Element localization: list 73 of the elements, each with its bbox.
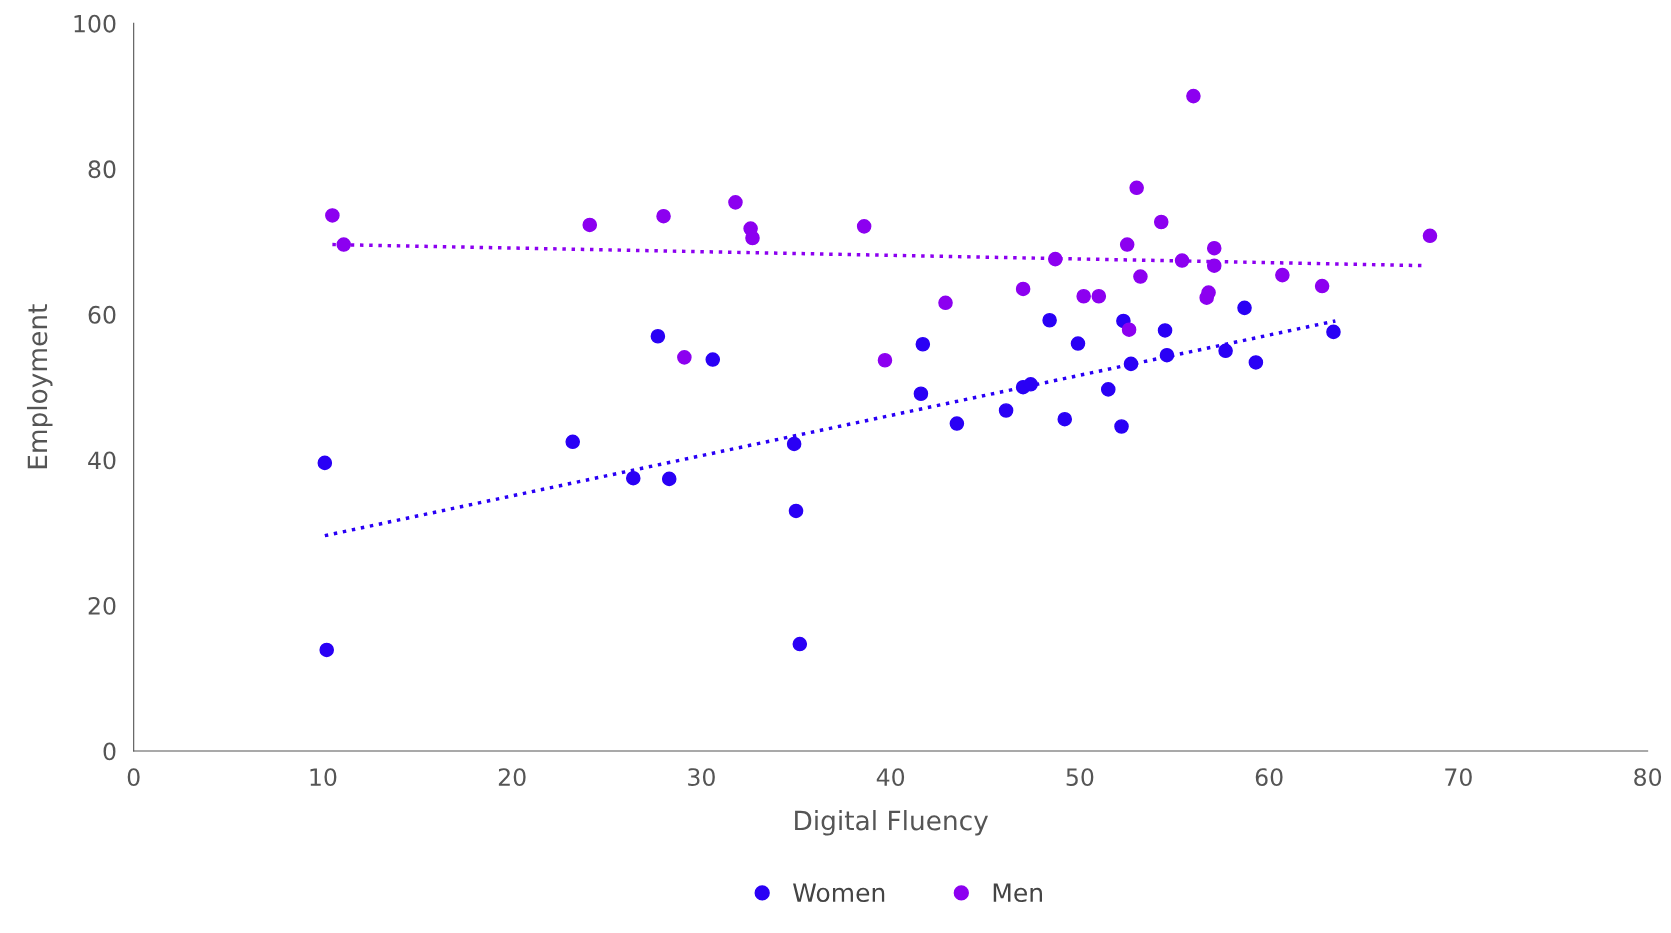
- point: [949, 416, 965, 431]
- point: [786, 436, 802, 452]
- point: [1159, 347, 1175, 363]
- point: [856, 219, 872, 234]
- point: [625, 470, 641, 486]
- point: [1153, 214, 1169, 230]
- point: [1201, 285, 1216, 300]
- point: [1121, 322, 1137, 337]
- point: [1422, 228, 1438, 244]
- point: [1023, 377, 1038, 392]
- x-tick-label: 60: [1255, 768, 1283, 787]
- point: [1133, 269, 1148, 284]
- point: [1174, 253, 1190, 268]
- point: [705, 352, 721, 367]
- x-tick-label: 40: [876, 768, 905, 787]
- point: [877, 352, 893, 368]
- y-tick-label: 20: [88, 596, 116, 615]
- y-tick-label: 100: [74, 14, 116, 33]
- point: [1237, 300, 1252, 316]
- y-tick-label: 0: [103, 742, 116, 761]
- point: [1076, 288, 1091, 304]
- x-tick-label: 80: [1634, 768, 1662, 787]
- x-tick-label: 10: [310, 768, 337, 787]
- y-axis-title: Employment: [26, 304, 53, 469]
- point: [656, 208, 671, 224]
- point: [1070, 336, 1086, 351]
- x-tick-label: 20: [498, 768, 526, 787]
- point: [1047, 251, 1063, 267]
- point: [745, 230, 760, 246]
- point: [728, 195, 743, 210]
- point: [1114, 419, 1129, 434]
- point: [792, 636, 808, 652]
- point: [582, 217, 598, 233]
- point: [325, 208, 340, 223]
- point: [1157, 323, 1173, 338]
- x-tick-label: 50: [1066, 768, 1094, 787]
- point: [1119, 237, 1135, 252]
- point: [317, 455, 333, 471]
- point: [1100, 382, 1116, 397]
- point: [1326, 324, 1341, 340]
- point: [1218, 343, 1233, 359]
- point: [565, 434, 581, 450]
- point: [1248, 355, 1264, 370]
- legend-label: Women: [793, 883, 885, 903]
- point: [677, 350, 692, 365]
- point: [1275, 267, 1290, 283]
- point: [1123, 356, 1139, 372]
- point: [319, 642, 334, 658]
- point: [1057, 411, 1073, 427]
- point: [661, 471, 677, 487]
- point: [1015, 281, 1031, 297]
- x-tick-label: 70: [1445, 768, 1472, 787]
- point: [913, 386, 929, 402]
- point: [1091, 288, 1107, 304]
- point: [1314, 278, 1330, 294]
- point: [788, 503, 804, 519]
- point: [650, 328, 666, 344]
- point: [998, 403, 1014, 418]
- y-tick-label: 60: [88, 305, 116, 324]
- legend-label: Men: [993, 883, 1042, 903]
- point: [1042, 312, 1057, 328]
- point: [915, 336, 931, 352]
- x-tick-label: 30: [688, 768, 715, 787]
- x-axis-title: Digital Fluency: [795, 810, 988, 836]
- x-tick-label: 0: [127, 768, 140, 787]
- point: [1186, 88, 1201, 104]
- point: [938, 295, 953, 311]
- point: [336, 237, 352, 252]
- point: [1206, 240, 1222, 256]
- y-tick-label: 40: [88, 451, 116, 470]
- y-tick-label: 80: [88, 160, 116, 179]
- point: [1129, 180, 1144, 196]
- point: [1206, 258, 1222, 273]
